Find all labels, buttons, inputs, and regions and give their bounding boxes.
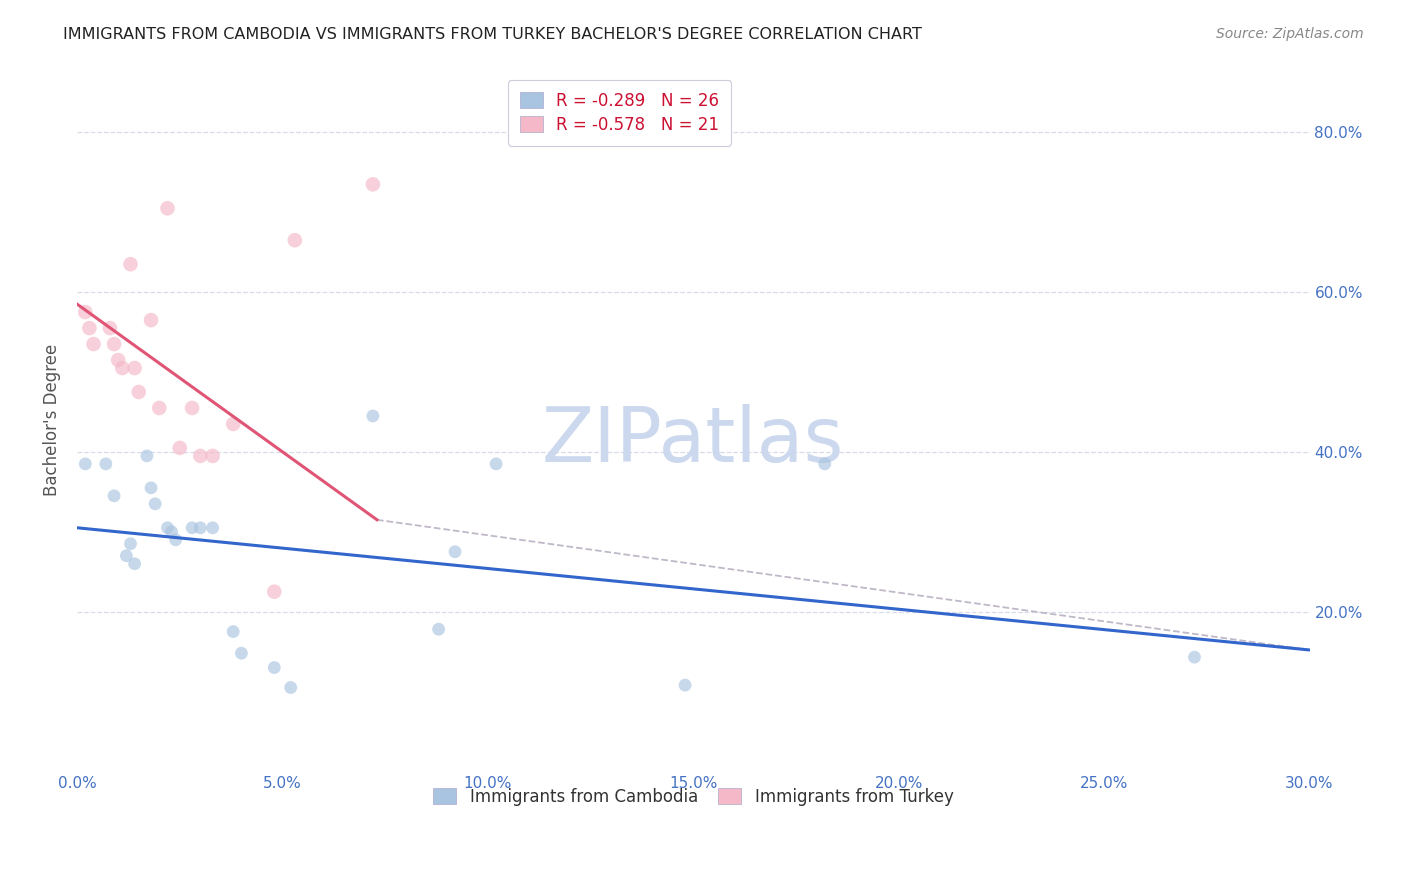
- Point: [120, 257, 142, 271]
- Point: [79, 321, 101, 335]
- Point: [124, 361, 146, 376]
- Point: [124, 557, 146, 571]
- Y-axis label: Bachelor's Degree: Bachelor's Degree: [44, 343, 60, 496]
- Point: [814, 457, 837, 471]
- Point: [115, 549, 138, 563]
- Point: [120, 537, 142, 551]
- Point: [139, 313, 162, 327]
- Point: [83, 337, 105, 351]
- Point: [263, 584, 285, 599]
- Point: [94, 457, 117, 471]
- Point: [201, 449, 224, 463]
- Point: [181, 401, 204, 415]
- Point: [231, 646, 253, 660]
- Point: [280, 681, 302, 695]
- Point: [222, 417, 245, 431]
- Point: [188, 449, 211, 463]
- Point: [103, 337, 125, 351]
- Point: [160, 524, 183, 539]
- Point: [181, 521, 204, 535]
- Point: [128, 384, 150, 399]
- Point: [201, 521, 224, 535]
- Point: [361, 178, 384, 192]
- Point: [156, 521, 179, 535]
- Point: [143, 497, 166, 511]
- Text: Source: ZipAtlas.com: Source: ZipAtlas.com: [1216, 27, 1364, 41]
- Point: [165, 533, 187, 547]
- Point: [222, 624, 245, 639]
- Point: [98, 321, 121, 335]
- Point: [188, 521, 211, 535]
- Point: [107, 353, 129, 368]
- Point: [284, 233, 307, 247]
- Point: [427, 622, 450, 636]
- Point: [156, 202, 179, 216]
- Point: [263, 660, 285, 674]
- Text: ZIPatlas: ZIPatlas: [543, 404, 845, 478]
- Point: [485, 457, 508, 471]
- Point: [673, 678, 696, 692]
- Point: [111, 361, 134, 376]
- Point: [148, 401, 170, 415]
- Point: [75, 305, 97, 319]
- Point: [361, 409, 384, 423]
- Point: [103, 489, 125, 503]
- Point: [444, 545, 467, 559]
- Point: [136, 449, 159, 463]
- Text: IMMIGRANTS FROM CAMBODIA VS IMMIGRANTS FROM TURKEY BACHELOR'S DEGREE CORRELATION: IMMIGRANTS FROM CAMBODIA VS IMMIGRANTS F…: [63, 27, 922, 42]
- Point: [169, 441, 191, 455]
- Legend: Immigrants from Cambodia, Immigrants from Turkey: Immigrants from Cambodia, Immigrants fro…: [423, 778, 963, 816]
- Point: [139, 481, 162, 495]
- Point: [75, 457, 97, 471]
- Point: [1184, 650, 1206, 665]
